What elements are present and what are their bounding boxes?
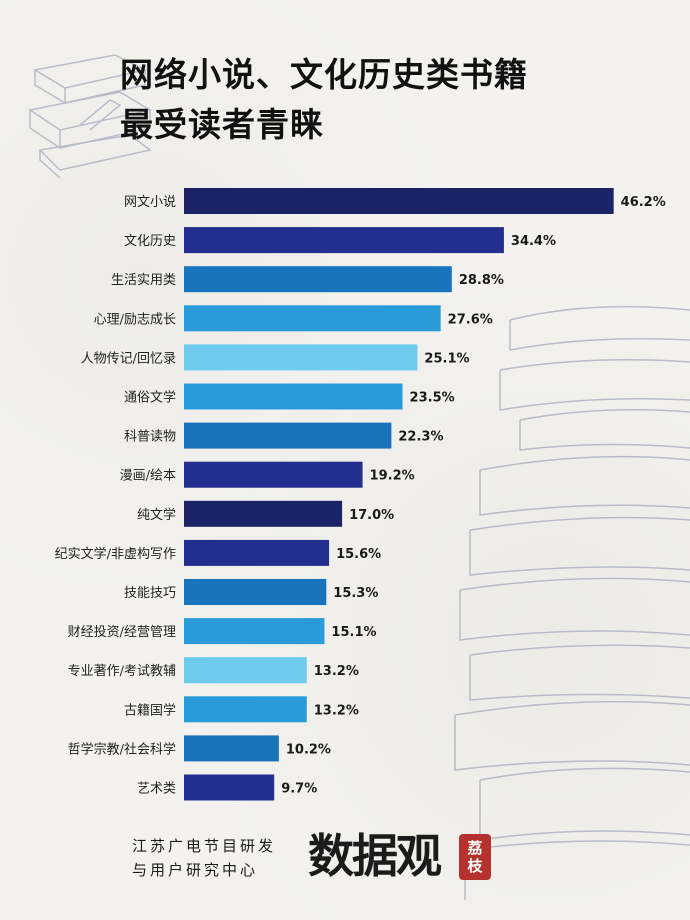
bar xyxy=(184,344,418,371)
bar xyxy=(184,735,279,762)
value-label: 15.1% xyxy=(331,625,376,640)
bar xyxy=(184,305,441,332)
value-label: 25.1% xyxy=(424,351,469,366)
footer: 江苏广电节目研发 与用户研究中心 数据观 荔 枝 xyxy=(132,828,552,888)
category-label: 漫画/绘本 xyxy=(120,469,176,484)
category-label: 通俗文学 xyxy=(124,390,176,406)
seal-char-1: 荔 xyxy=(467,839,483,857)
category-label: 生活实用类 xyxy=(111,273,176,288)
value-label: 19.2% xyxy=(370,469,415,484)
value-label: 13.2% xyxy=(314,664,359,679)
category-label: 科普读物 xyxy=(124,430,176,445)
bar xyxy=(184,579,327,605)
bar-chart: 网文小说 46.2% 文化历史 34.4% 生活实用类 28.8% 心理/励志成长 27.6%… xyxy=(55,188,666,801)
org-line-2: 与用户研究中心 xyxy=(132,861,259,879)
brand-seal: 荔 枝 xyxy=(459,834,491,880)
value-label: 27.6% xyxy=(448,312,493,327)
organization-name: 江苏广电节目研发 与用户研究中心 xyxy=(132,834,276,882)
category-label: 纯文学 xyxy=(137,507,176,523)
category-label: 财经投资/经营管理 xyxy=(68,624,176,640)
bar xyxy=(184,383,403,410)
bar xyxy=(184,500,343,527)
chart-title: 网络小说、文化历史类书籍 最受读者青睐 xyxy=(120,50,528,150)
bar xyxy=(184,774,275,801)
book-stack-illustration-right xyxy=(454,305,690,900)
value-label: 28.8% xyxy=(459,273,504,288)
category-label: 哲学宗教/社会科学 xyxy=(68,741,176,757)
value-label: 15.6% xyxy=(336,547,381,562)
bar xyxy=(184,696,307,723)
bar xyxy=(184,657,307,684)
bar xyxy=(184,422,392,449)
value-label: 13.2% xyxy=(314,703,359,718)
category-label: 人物传记/回忆录 xyxy=(81,350,176,366)
category-label: 心理/励志成长 xyxy=(94,312,176,327)
title-line-2: 最受读者青睐 xyxy=(120,105,324,144)
value-label: 46.2% xyxy=(621,195,666,210)
seal-char-2: 枝 xyxy=(467,857,483,875)
value-label: 23.5% xyxy=(410,391,455,406)
value-label: 10.2% xyxy=(286,742,331,757)
bar xyxy=(184,227,504,254)
category-label: 艺术类 xyxy=(137,782,176,797)
value-label: 17.0% xyxy=(349,508,394,523)
value-label: 22.3% xyxy=(398,430,443,445)
category-label: 网文小说 xyxy=(124,195,176,210)
category-label: 古籍国学 xyxy=(124,702,176,718)
bar xyxy=(184,266,452,293)
brand-logo: 数据观 xyxy=(308,829,442,883)
category-label: 纪实文学/非虚构写作 xyxy=(55,546,176,562)
value-label: 34.4% xyxy=(511,234,556,249)
value-label: 15.3% xyxy=(333,586,378,601)
title-line-1: 网络小说、文化历史类书籍 xyxy=(120,55,528,94)
bar xyxy=(184,461,363,488)
book-stack-illustration-top xyxy=(28,54,152,179)
org-line-1: 江苏广电节目研发 xyxy=(132,837,277,855)
bar xyxy=(184,618,325,645)
bar xyxy=(184,539,330,566)
category-label: 文化历史 xyxy=(124,234,176,249)
category-label: 专业著作/考试教辅 xyxy=(68,663,176,679)
bar xyxy=(184,188,614,214)
category-label: 技能技巧 xyxy=(124,586,176,601)
value-label: 9.7% xyxy=(281,782,317,797)
